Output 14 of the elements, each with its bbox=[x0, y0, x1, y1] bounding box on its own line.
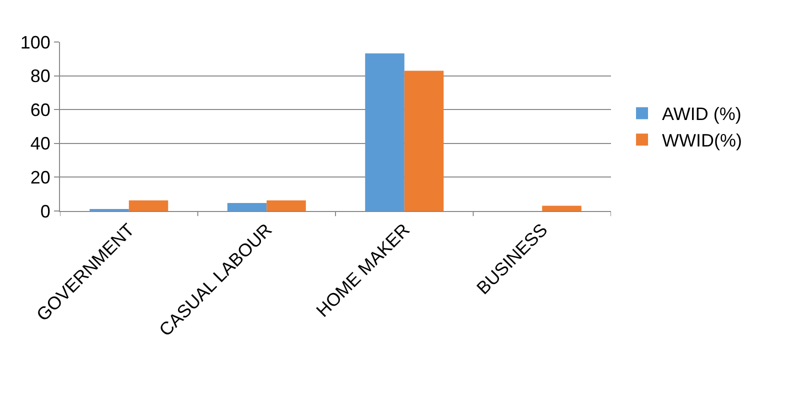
y-tick-label: 60 bbox=[30, 100, 50, 120]
y-tick-label: 100 bbox=[20, 32, 50, 52]
bar bbox=[404, 70, 444, 211]
y-tick-label: 80 bbox=[30, 66, 50, 86]
legend-label: AWID (%) bbox=[662, 104, 742, 124]
bar bbox=[365, 53, 404, 211]
legend-label: WWID(%) bbox=[662, 130, 742, 151]
bar bbox=[266, 200, 306, 211]
bar bbox=[542, 206, 582, 211]
y-tick-label: 0 bbox=[40, 201, 50, 222]
bar bbox=[128, 200, 168, 211]
bar bbox=[227, 203, 267, 211]
y-tick-label: 40 bbox=[30, 134, 50, 154]
y-tick-label: 20 bbox=[30, 168, 50, 188]
